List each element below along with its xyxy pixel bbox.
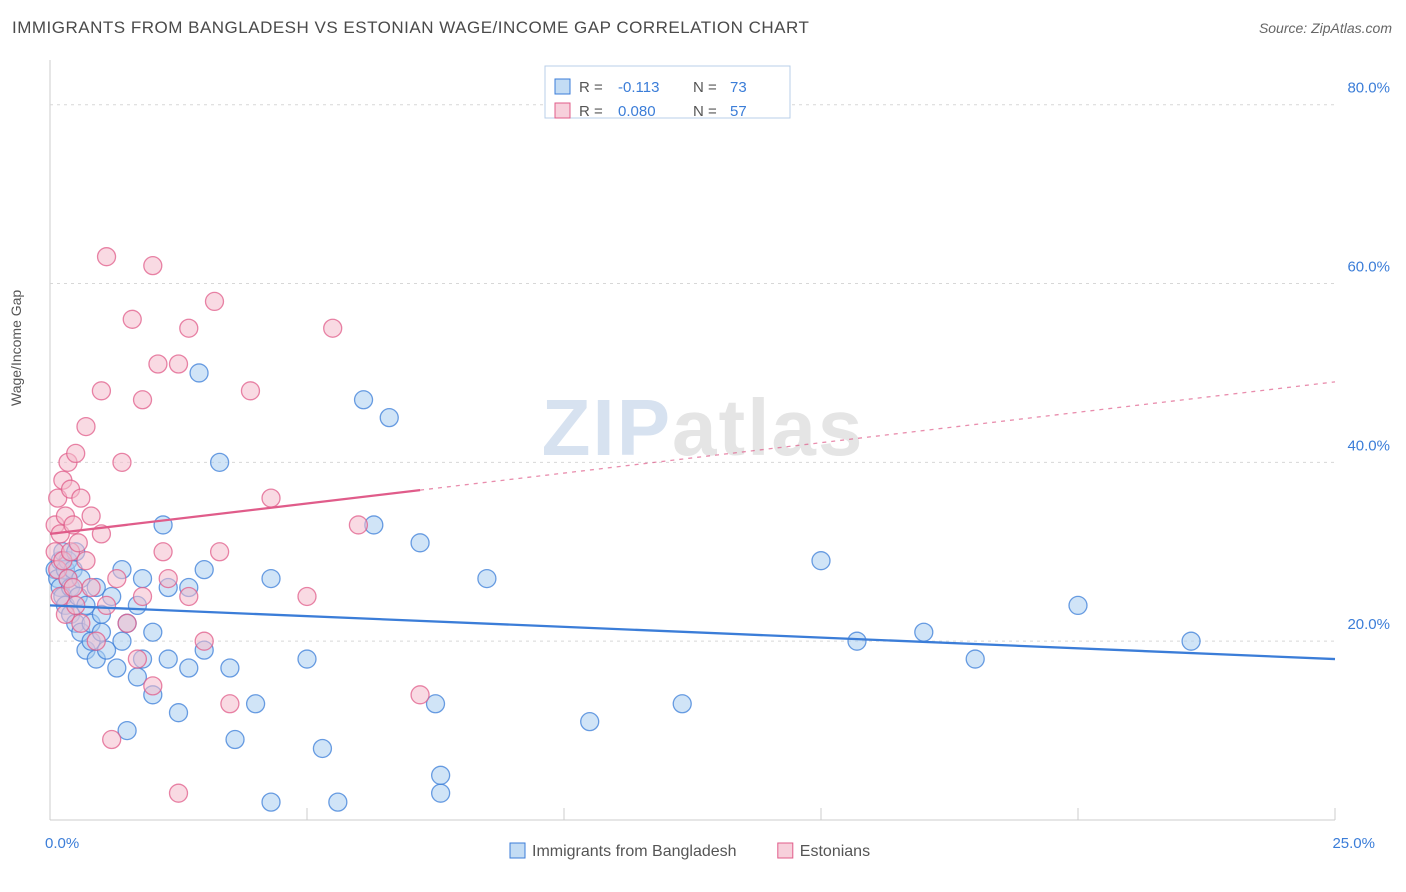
svg-text:R =: R = bbox=[579, 79, 603, 96]
scatter-plot: 20.0% 40.0% 60.0% 80.0% 0.0% 25.0% R = -0.113 N … bbox=[0, 0, 1406, 892]
svg-text:Immigrants from Bangladesh: Immigrants from Bangladesh bbox=[532, 843, 737, 860]
svg-text:60.0%: 60.0% bbox=[1347, 259, 1390, 276]
chart-container: IMMIGRANTS FROM BANGLADESH VS ESTONIAN W… bbox=[0, 0, 1406, 892]
svg-text:R =: R = bbox=[579, 103, 603, 120]
svg-text:25.0%: 25.0% bbox=[1332, 835, 1375, 852]
svg-text:40.0%: 40.0% bbox=[1347, 437, 1390, 454]
svg-text:Estonians: Estonians bbox=[800, 843, 870, 860]
svg-text:N =: N = bbox=[693, 79, 717, 96]
svg-text:73: 73 bbox=[730, 79, 747, 96]
svg-text:20.0%: 20.0% bbox=[1347, 616, 1390, 633]
svg-text:57: 57 bbox=[730, 103, 747, 120]
svg-text:-0.113: -0.113 bbox=[618, 79, 659, 96]
svg-text:80.0%: 80.0% bbox=[1347, 80, 1390, 97]
svg-text:N =: N = bbox=[693, 103, 717, 120]
svg-text:0.0%: 0.0% bbox=[45, 835, 79, 852]
svg-text:0.080: 0.080 bbox=[618, 103, 656, 120]
